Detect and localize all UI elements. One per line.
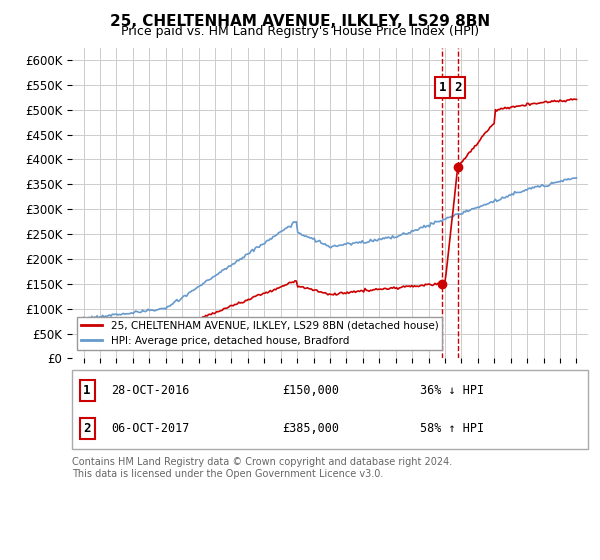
Text: Price paid vs. HM Land Registry's House Price Index (HPI): Price paid vs. HM Land Registry's House …: [121, 25, 479, 38]
Text: 1: 1: [83, 384, 91, 397]
Text: 28-OCT-2016: 28-OCT-2016: [111, 384, 190, 397]
Text: 58% ↑ HPI: 58% ↑ HPI: [420, 422, 484, 435]
Text: 06-OCT-2017: 06-OCT-2017: [111, 422, 190, 435]
Text: Contains HM Land Registry data © Crown copyright and database right 2024.
This d: Contains HM Land Registry data © Crown c…: [72, 457, 452, 479]
Text: 2: 2: [454, 81, 461, 94]
Text: 2: 2: [83, 422, 91, 435]
Legend: 25, CHELTENHAM AVENUE, ILKLEY, LS29 8BN (detached house), HPI: Average price, de: 25, CHELTENHAM AVENUE, ILKLEY, LS29 8BN …: [77, 316, 442, 350]
Text: 25, CHELTENHAM AVENUE, ILKLEY, LS29 8BN: 25, CHELTENHAM AVENUE, ILKLEY, LS29 8BN: [110, 14, 490, 29]
Text: 36% ↓ HPI: 36% ↓ HPI: [420, 384, 484, 397]
Text: 1: 1: [439, 81, 446, 94]
Text: £385,000: £385,000: [282, 422, 339, 435]
Text: £150,000: £150,000: [282, 384, 339, 397]
